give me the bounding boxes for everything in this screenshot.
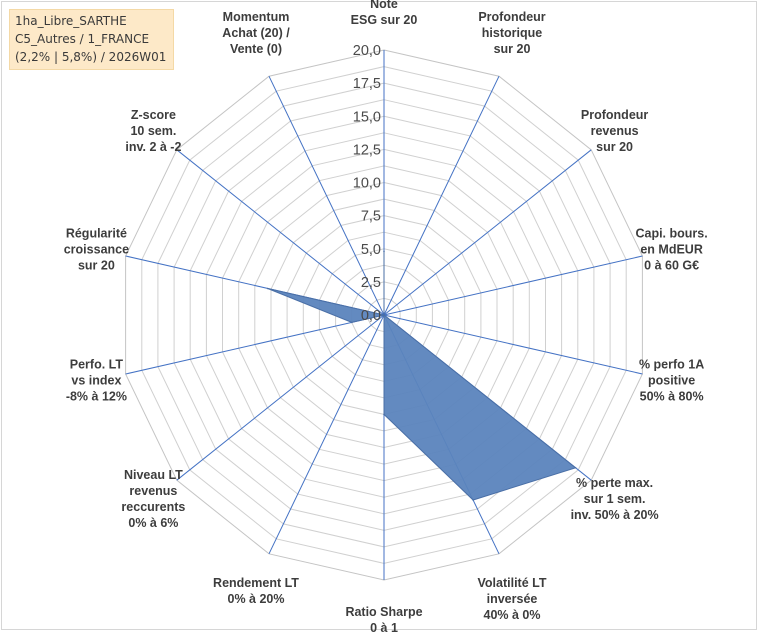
category-label-line: reccurents (121, 500, 185, 514)
category-label: Momentum Achat (20) / Vente (0) (222, 10, 290, 56)
series-layer (266, 250, 577, 501)
category-label: Profondeur revenus sur 20 (581, 108, 648, 154)
category-label-line: Volatilité LT (478, 576, 547, 590)
category-label: Régularité croissance sur 20 (64, 226, 129, 272)
category-label-line: 40% à 0% (484, 608, 541, 622)
category-label-line: en MdEUR (640, 242, 703, 256)
category-label-line: 50% à 80% (640, 390, 704, 404)
series-point (266, 287, 269, 290)
category-label: Niveau LT revenus reccurents 0% à 6% (121, 468, 185, 530)
category-label: Capi. bours. en MdEUR 0 à 60 G€ (635, 226, 707, 272)
category-label-line: % perte max. (576, 476, 653, 490)
axis-spoke (268, 75, 385, 316)
series-point (383, 250, 385, 253)
category-label-line: 0 à 1 (370, 621, 398, 633)
category-label-line: Achat (20) / (222, 26, 290, 40)
axis-spoke (383, 75, 500, 316)
category-label-line: -8% à 12% (66, 390, 127, 404)
info-box: 1ha_Libre_SARTHE C5_Autres / 1_FRANCE (2… (9, 9, 174, 70)
category-label-line: Profondeur (581, 108, 648, 122)
category-label-line: revenus (591, 124, 639, 138)
category-label: Volatilité LT inversée 40% à 0% (478, 576, 547, 622)
category-label-line: 10 sem. (130, 124, 176, 138)
tick-label: 5,0 (361, 242, 381, 258)
series-point (574, 467, 577, 469)
category-label-line: Note (370, 0, 398, 11)
category-label-line: Vente (0) (230, 42, 282, 56)
category-label: Perfo. LT vs index -8% à 12% (66, 358, 127, 404)
label-layer: Note ESG sur 20 Profondeur historique sur 20… (64, 0, 708, 633)
axis-spoke (176, 314, 385, 481)
category-label: Rendement LT 0% à 20% (213, 576, 299, 606)
category-label-line: 0% à 20% (228, 592, 285, 606)
category-label-line: Z-score (131, 108, 176, 122)
axis-spoke (383, 314, 643, 375)
axis-spoke (383, 255, 643, 316)
category-label-line: 0 à 60 G€ (644, 258, 699, 272)
axis-spoke (125, 314, 385, 375)
category-label-line: inv. 50% à 20% (571, 508, 659, 522)
info-box-line-1: 1ha_Libre_SARTHE (15, 14, 127, 28)
category-label-line: Niveau LT (124, 468, 183, 482)
category-label-line: inversée (487, 592, 538, 606)
tick-label: 17,5 (353, 76, 381, 92)
category-label-line: 0% à 6% (128, 516, 178, 530)
category-label-line: revenus (129, 484, 177, 498)
category-label: Ratio Sharpe 0 à 1 (345, 605, 422, 633)
category-label-line: vs index (71, 374, 121, 388)
category-label-line: croissance (64, 242, 129, 256)
tick-label: 0,0 (361, 308, 381, 324)
series-point (383, 413, 385, 416)
tick-layer: 0,0 2,5 5,0 7,5 10,0 12,5 15,0 17,5 20,0 (353, 43, 381, 324)
category-label-line: sur 1 sem. (584, 492, 646, 506)
category-label-line: sur 20 (494, 42, 531, 56)
category-label: % perte max. sur 1 sem. inv. 50% à 20% (571, 476, 659, 522)
series-area (267, 251, 577, 501)
category-label-line: Ratio Sharpe (345, 605, 422, 619)
info-box-line-3: (2,2% | 5,8%) / 2026W01 (15, 50, 167, 64)
category-label-line: Régularité (66, 226, 127, 240)
category-label-line: historique (482, 26, 542, 40)
category-label-line: Profondeur (478, 10, 545, 24)
tick-label: 15,0 (353, 109, 381, 125)
category-label-line: ESG sur 20 (351, 13, 418, 27)
category-label-line: Momentum (223, 10, 290, 24)
category-label-line: % perfo 1A (639, 358, 704, 372)
tick-label: 20,0 (353, 43, 381, 59)
category-label-line: Perfo. LT (70, 358, 124, 372)
category-label-line: sur 20 (78, 258, 115, 272)
category-label-line: positive (648, 374, 695, 388)
category-label-line: sur 20 (596, 140, 633, 154)
category-label: Profondeur historique sur 20 (478, 10, 545, 56)
tick-label: 12,5 (353, 142, 381, 158)
series-point (472, 499, 474, 501)
axis-spoke (176, 149, 385, 316)
axis-spoke (268, 314, 385, 555)
category-label: Note ESG sur 20 (351, 0, 418, 27)
category-label: % perfo 1A positive 50% à 80% (639, 358, 704, 404)
series-point (350, 321, 353, 324)
axis-spoke (383, 149, 592, 316)
tick-label: 10,0 (353, 176, 381, 192)
category-label-line: Rendement LT (213, 576, 299, 590)
category-label-line: inv. 2 à -2 (125, 140, 181, 154)
category-label: Z-score 10 sem. inv. 2 à -2 (125, 108, 181, 154)
tick-label: 7,5 (361, 209, 381, 225)
tick-label: 2,5 (361, 275, 381, 291)
info-box-line-2: C5_Autres / 1_FRANCE (15, 32, 150, 46)
series-point (383, 314, 385, 316)
category-label-line: Capi. bours. (635, 226, 707, 240)
